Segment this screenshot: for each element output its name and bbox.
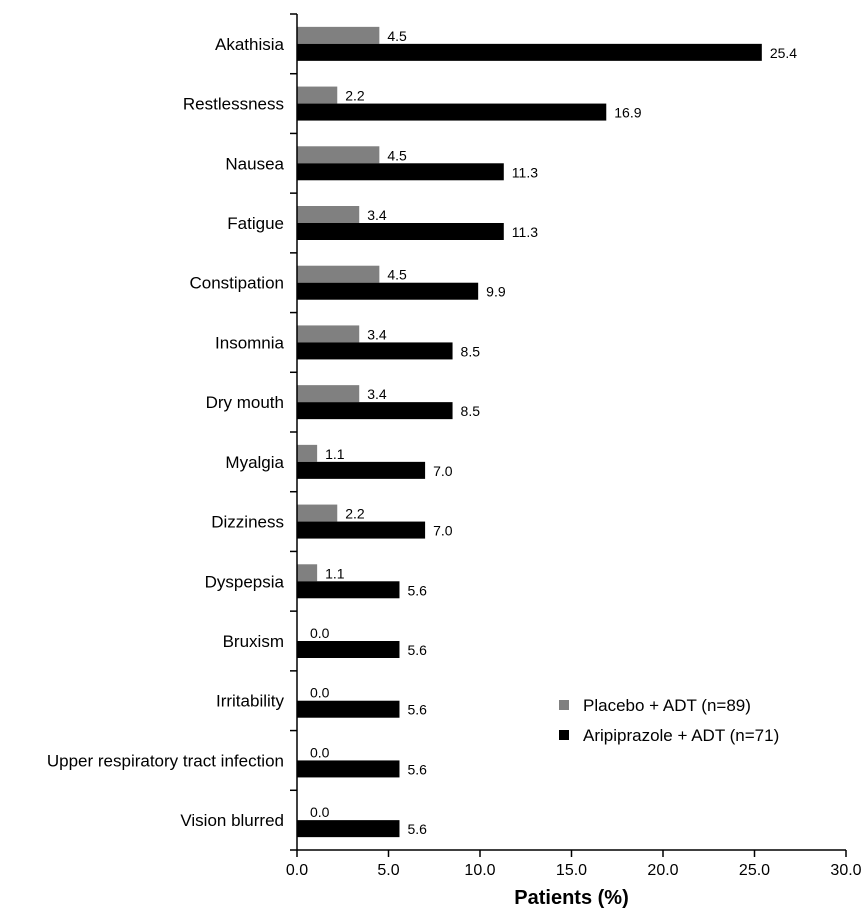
bars-group bbox=[297, 26, 762, 838]
x-tick-label-30-0: 30.0 bbox=[830, 862, 861, 879]
value-label-placebo-vision-blurred: 0.0 bbox=[310, 804, 330, 820]
bar-placebo-dizziness bbox=[297, 504, 338, 522]
value-label-placebo-myalgia: 1.1 bbox=[325, 446, 345, 462]
bar-aripiprazole-irritability bbox=[297, 700, 400, 718]
x-tick-label-10-0: 10.0 bbox=[464, 862, 495, 879]
value-label-placebo-constipation: 4.5 bbox=[387, 267, 407, 283]
bar-aripiprazole-upper-respiratory-tract-infection bbox=[297, 760, 400, 778]
value-label-aripiprazole-bruxism: 5.6 bbox=[407, 642, 427, 658]
category-label-restlessness: Restlessness bbox=[183, 95, 284, 114]
bar-aripiprazole-constipation bbox=[297, 282, 479, 300]
category-label-nausea: Nausea bbox=[225, 154, 284, 173]
category-labels: Akathisia Restlessness Nausea Fatigue Consti… bbox=[47, 35, 285, 830]
value-label-placebo-dyspepsia: 1.1 bbox=[325, 565, 345, 581]
value-label-placebo-fatigue: 3.4 bbox=[367, 207, 387, 223]
bar-placebo-constipation bbox=[297, 265, 380, 283]
value-label-placebo-irritability: 0.0 bbox=[310, 685, 330, 701]
category-label-vision-blurred: Vision blurred bbox=[180, 811, 284, 830]
value-label-aripiprazole-restlessness: 16.9 bbox=[614, 105, 641, 121]
value-label-aripiprazole-dyspepsia: 5.6 bbox=[407, 582, 427, 598]
bar-placebo-akathisia bbox=[297, 26, 380, 44]
bar-placebo-nausea bbox=[297, 146, 380, 164]
bar-aripiprazole-dizziness bbox=[297, 521, 426, 539]
category-label-upper-respiratory-tract-infection: Upper respiratory tract infection bbox=[47, 751, 284, 770]
legend-label-aripiprazole: Aripiprazole + ADT (n=71) bbox=[583, 726, 779, 745]
value-label-aripiprazole-constipation: 9.9 bbox=[486, 284, 506, 300]
category-label-dyspepsia: Dyspepsia bbox=[205, 572, 285, 591]
value-label-aripiprazole-vision-blurred: 5.6 bbox=[407, 821, 427, 837]
bar-aripiprazole-vision-blurred bbox=[297, 820, 400, 838]
bar-placebo-myalgia bbox=[297, 444, 318, 462]
category-label-irritability: Irritability bbox=[216, 692, 285, 711]
x-tick-label-15-0: 15.0 bbox=[556, 862, 587, 879]
bar-aripiprazole-insomnia bbox=[297, 342, 453, 360]
value-label-placebo-upper-respiratory-tract-infection: 0.0 bbox=[310, 744, 330, 760]
value-label-placebo-restlessness: 2.2 bbox=[345, 88, 365, 104]
value-labels: 4.5 25.4 2.2 16.9 4.5 11.3 3.4 11.3 4.5 9.9 3.4 8.5… bbox=[310, 28, 797, 837]
category-label-bruxism: Bruxism bbox=[223, 632, 284, 651]
axes: 0.0 5.0 10.0 15.0 20.0 25.0 30.0 bbox=[286, 13, 862, 879]
legend: Placebo + ADT (n=89) Aripiprazole + ADT … bbox=[559, 696, 779, 745]
bar-aripiprazole-akathisia bbox=[297, 43, 762, 61]
bar-placebo-restlessness bbox=[297, 86, 338, 104]
legend-label-placebo: Placebo + ADT (n=89) bbox=[583, 696, 751, 715]
bar-aripiprazole-dry-mouth bbox=[297, 402, 453, 420]
category-label-constipation: Constipation bbox=[189, 274, 284, 293]
value-label-placebo-nausea: 4.5 bbox=[387, 147, 407, 163]
x-tick-label-0-0: 0.0 bbox=[286, 862, 308, 879]
category-label-dizziness: Dizziness bbox=[211, 513, 284, 532]
bar-aripiprazole-restlessness bbox=[297, 103, 607, 121]
x-tick-label-25-0: 25.0 bbox=[739, 862, 770, 879]
value-label-placebo-akathisia: 4.5 bbox=[387, 28, 407, 44]
category-label-insomnia: Insomnia bbox=[215, 333, 285, 352]
value-label-aripiprazole-insomnia: 8.5 bbox=[461, 343, 481, 359]
value-label-aripiprazole-fatigue: 11.3 bbox=[512, 224, 538, 240]
value-label-placebo-insomnia: 3.4 bbox=[367, 326, 387, 342]
legend-swatch-placebo bbox=[559, 700, 569, 710]
x-tick-label-20-0: 20.0 bbox=[647, 862, 678, 879]
x-axis-title: Patients (%) bbox=[514, 887, 628, 909]
value-label-aripiprazole-irritability: 5.6 bbox=[407, 702, 427, 718]
legend-swatch-aripiprazole bbox=[559, 730, 569, 740]
category-label-akathisia: Akathisia bbox=[215, 35, 285, 54]
x-tick-label-5-0: 5.0 bbox=[377, 862, 399, 879]
bar-aripiprazole-myalgia bbox=[297, 461, 426, 479]
category-label-myalgia: Myalgia bbox=[225, 453, 284, 472]
value-label-aripiprazole-myalgia: 7.0 bbox=[433, 463, 453, 479]
bar-placebo-insomnia bbox=[297, 325, 360, 343]
category-label-fatigue: Fatigue bbox=[227, 214, 284, 233]
value-label-aripiprazole-akathisia: 25.4 bbox=[770, 45, 797, 61]
bar-placebo-dyspepsia bbox=[297, 564, 318, 582]
value-label-placebo-dry-mouth: 3.4 bbox=[367, 386, 387, 402]
bar-aripiprazole-dyspepsia bbox=[297, 581, 400, 599]
bar-aripiprazole-nausea bbox=[297, 163, 504, 181]
bar-aripiprazole-fatigue bbox=[297, 223, 504, 240]
category-label-dry-mouth: Dry mouth bbox=[206, 393, 284, 412]
value-label-aripiprazole-dry-mouth: 8.5 bbox=[461, 403, 481, 419]
value-label-aripiprazole-upper-respiratory-tract-infection: 5.6 bbox=[407, 761, 427, 777]
value-label-placebo-dizziness: 2.2 bbox=[345, 506, 365, 522]
bar-aripiprazole-bruxism bbox=[297, 641, 400, 658]
bar-placebo-fatigue bbox=[297, 206, 360, 223]
value-label-placebo-bruxism: 0.0 bbox=[310, 625, 330, 641]
value-label-aripiprazole-dizziness: 7.0 bbox=[433, 523, 453, 539]
bar-placebo-dry-mouth bbox=[297, 385, 360, 403]
value-label-aripiprazole-nausea: 11.3 bbox=[512, 164, 538, 180]
